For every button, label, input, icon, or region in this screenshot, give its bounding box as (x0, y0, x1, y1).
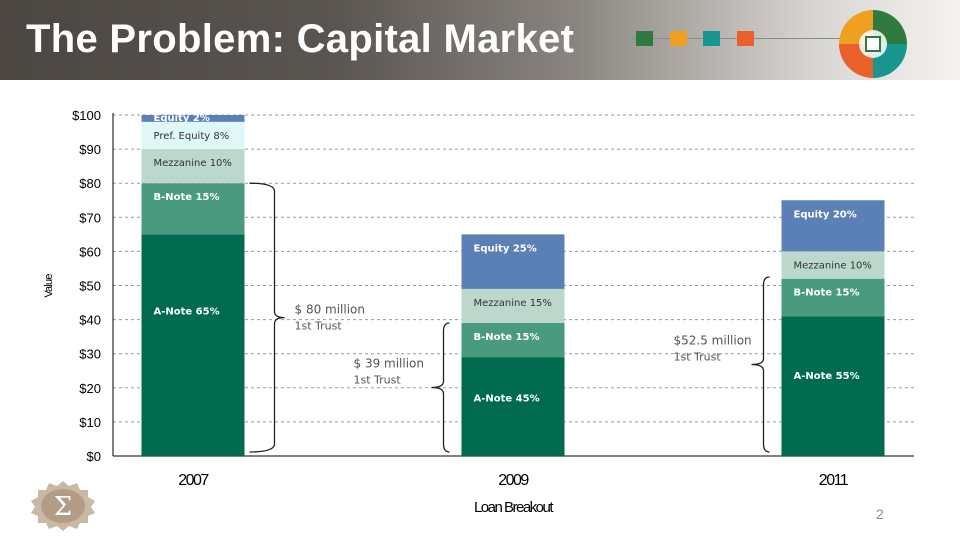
header-square-teal (703, 31, 720, 46)
bar-segment (461, 323, 565, 358)
bar-segment (781, 251, 885, 279)
annotation-subtitle: 1st Trust (295, 320, 343, 333)
sigma-logo-icon: Σ (31, 481, 95, 531)
data-label: A-Note 55% (794, 371, 860, 382)
y-tick-label: $100 (72, 108, 101, 123)
data-label: Equity 25% (474, 243, 537, 254)
data-label: B-Note 15% (154, 192, 220, 203)
annotation-subtitle: 1st Trust (674, 350, 722, 363)
data-label: Equity 20% (794, 209, 857, 220)
data-label: Pref. Equity 8% (154, 131, 230, 142)
y-tick-label: $60 (79, 244, 101, 259)
y-tick-label: $20 (79, 381, 101, 396)
bar-segment (461, 234, 565, 289)
bar-segment (141, 183, 245, 235)
annotation-amount: $ 39 million (354, 357, 425, 371)
x-tick-label: 2007 (178, 472, 209, 489)
data-label: A-Note 45% (474, 394, 540, 405)
page-title: The Problem: Capital Market (26, 17, 575, 61)
bar-segment (781, 316, 885, 456)
company-logo-icon (839, 10, 907, 78)
y-tick-label: $50 (79, 279, 101, 294)
bar-segment (461, 357, 565, 456)
brace (751, 276, 770, 453)
svg-text:Σ: Σ (54, 492, 72, 522)
y-axis-title: Value (43, 274, 55, 298)
data-label: B-Note 15% (474, 332, 540, 343)
bar-segment (781, 200, 885, 252)
y-tick-label: $90 (79, 142, 101, 157)
x-tick-label: 2009 (498, 472, 529, 489)
y-tick-label: $0 (87, 449, 101, 464)
data-label: Mezzanine 15% (474, 298, 552, 309)
y-tick-label: $40 (79, 313, 101, 328)
header-bar (0, 0, 960, 80)
annotation-subtitle: 1st Trust (354, 374, 402, 387)
data-label: Equity 2% (154, 113, 210, 124)
y-tick-label: $70 (79, 210, 101, 225)
y-tick-label: $10 (79, 415, 101, 430)
page-number: 2 (876, 506, 884, 522)
header-square-green (636, 31, 653, 46)
data-label: Mezzanine 10% (794, 260, 872, 271)
header-square-orange (670, 31, 687, 46)
y-tick-label: $80 (79, 176, 101, 191)
bar-segment (141, 115, 245, 122)
annotation-amount: $ 80 million (295, 303, 366, 317)
annotation-amount: $52.5 million (674, 333, 752, 347)
x-tick-label: 2011 (819, 472, 849, 489)
bar-segment (141, 234, 245, 456)
header-square-red (737, 31, 754, 46)
data-label: B-Note 15% (794, 288, 860, 299)
brace (431, 322, 450, 453)
x-axis-title: Loan Breakout (474, 499, 554, 516)
data-label: Mezzanine 10% (154, 158, 232, 169)
bar-segment (461, 288, 565, 324)
bar-segment (141, 121, 245, 150)
bar-segment (141, 149, 245, 184)
bar-segment (781, 278, 885, 317)
data-label: A-Note 65% (154, 306, 220, 317)
y-tick-label: $30 (79, 347, 101, 362)
brace (249, 182, 285, 453)
